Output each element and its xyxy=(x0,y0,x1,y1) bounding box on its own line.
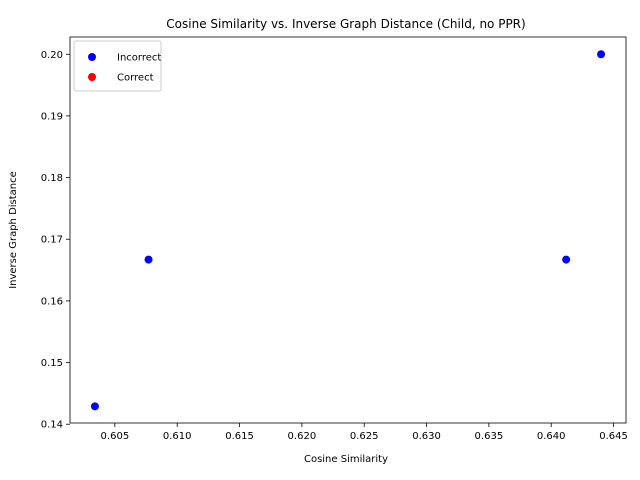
data-point-incorrect-1 xyxy=(144,255,153,264)
legend: Incorrect Correct xyxy=(73,40,162,92)
y-tick-label: 0.17 xyxy=(41,235,63,246)
points-layer xyxy=(90,50,606,411)
y-tick-label: 0.15 xyxy=(41,358,63,369)
y-tick-label: 0.16 xyxy=(41,296,63,307)
data-point-incorrect-3 xyxy=(597,50,606,59)
x-axis-label: Cosine Similarity xyxy=(304,454,388,465)
legend-label-incorrect: Incorrect xyxy=(117,53,161,64)
x-tick-label: 0.605 xyxy=(101,431,130,442)
legend-marker-correct xyxy=(88,73,96,81)
y-tick-label: 0.18 xyxy=(41,173,63,184)
data-point-incorrect-2 xyxy=(562,255,571,264)
legend-box xyxy=(73,40,162,92)
plot-frame xyxy=(69,36,627,424)
x-tick-label: 0.625 xyxy=(350,431,379,442)
y-tick-label: 0.20 xyxy=(41,50,63,61)
data-point-incorrect-0 xyxy=(90,402,99,411)
y-axis: 0.14 0.15 0.16 0.17 0.18 0.19 0.20 xyxy=(41,50,70,431)
plot-background xyxy=(70,37,626,423)
x-tick-label: 0.620 xyxy=(288,431,317,442)
y-tick-label: 0.14 xyxy=(41,420,63,431)
x-axis: 0.605 0.610 0.615 0.620 0.625 0.630 0.635 0.640… xyxy=(101,423,628,442)
y-tick-label: 0.19 xyxy=(41,111,63,122)
x-tick-label: 0.610 xyxy=(163,431,192,442)
x-tick-label: 0.640 xyxy=(537,431,566,442)
x-tick-label: 0.630 xyxy=(412,431,441,442)
x-tick-label: 0.645 xyxy=(599,431,628,442)
x-tick-label: 0.635 xyxy=(475,431,504,442)
plot-area xyxy=(69,36,627,424)
y-axis-label: Inverse Graph Distance xyxy=(8,171,19,289)
legend-marker-incorrect xyxy=(88,53,96,61)
chart-title: Cosine Similarity vs. Inverse Graph Dist… xyxy=(166,17,525,31)
legend-label-correct: Correct xyxy=(117,73,154,84)
x-tick-label: 0.615 xyxy=(225,431,254,442)
